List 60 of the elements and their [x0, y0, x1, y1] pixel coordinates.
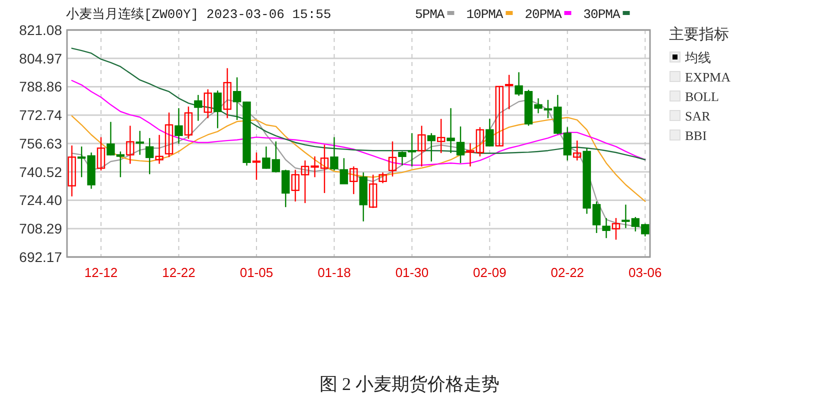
- x-tick-label: 03-06: [628, 265, 662, 280]
- candlestick: [350, 166, 358, 195]
- candlestick: [204, 88, 212, 119]
- text: 主要指标: [669, 26, 729, 43]
- y-tick-label: 821.08: [19, 22, 62, 38]
- candlestick: [194, 94, 202, 122]
- candlestick: [214, 90, 222, 129]
- text: BBI: [685, 128, 707, 143]
- chart-subtitle: 小麦当月连续[ZW00Y] 2023-03-06 15:55: [66, 7, 332, 22]
- candlestick: [136, 130, 144, 156]
- y-tick-label: 708.29: [19, 220, 62, 237]
- candlestick: [388, 140, 397, 178]
- candlestick: [418, 125, 426, 168]
- candlestick: [126, 125, 134, 164]
- x-tick-label: 01-30: [395, 265, 429, 280]
- x-tick-label: 12-22: [162, 265, 196, 280]
- candlestick: [223, 68, 232, 119]
- candlestick: [612, 217, 620, 240]
- x-tick-label: 01-18: [318, 265, 351, 280]
- line-series: [71, 48, 646, 160]
- line-series: [71, 115, 646, 202]
- candlestick: [456, 126, 465, 164]
- candlestick: [378, 172, 387, 184]
- y-tick-label: 756.63: [19, 135, 62, 152]
- candlestick: [436, 118, 446, 154]
- text: BOLL: [685, 89, 719, 104]
- x-tick-label: 01-05: [240, 265, 274, 280]
- candlestick: [486, 118, 494, 148]
- y-tick-label: 804.97: [19, 50, 62, 66]
- y-tick-label: 740.52: [19, 164, 62, 180]
- text: SAR: [685, 108, 711, 124]
- y-tick-label: 772.74: [19, 107, 62, 124]
- y-tick-label: 692.17: [19, 249, 62, 265]
- candlestick: [174, 108, 183, 144]
- candlestick: [252, 152, 261, 180]
- y-tick-label: 724.40: [19, 192, 62, 208]
- candlestick: [368, 174, 378, 209]
- candlestick: [602, 217, 610, 239]
- candlestick: [68, 144, 76, 197]
- text: 均线: [684, 50, 711, 65]
- candlestick: [446, 108, 455, 154]
- candlestick: [155, 134, 164, 164]
- x-tick-label: 02-09: [473, 265, 506, 280]
- candlestick: [164, 112, 174, 158]
- x-tick-label: 02-22: [550, 265, 584, 280]
- candlestick: [145, 137, 154, 175]
- candlestick: [427, 132, 436, 162]
- y-tick-label: 788.86: [19, 78, 62, 95]
- legend-label: 5PMA: [415, 7, 445, 22]
- x-tick-label: 12-12: [84, 265, 118, 280]
- candlestick: [495, 85, 504, 146]
- legend-label: 10PMA: [466, 7, 504, 22]
- candlestick: [573, 140, 582, 162]
- text: EXPMA: [685, 70, 732, 84]
- candlestick: [505, 74, 514, 110]
- candlestick: [184, 106, 193, 140]
- candlestick: [96, 136, 106, 172]
- text: 图 2 小麦期货价格走势: [320, 374, 500, 394]
- legend-label: 20PMA: [524, 7, 562, 22]
- legend-label: 30PMA: [583, 7, 620, 22]
